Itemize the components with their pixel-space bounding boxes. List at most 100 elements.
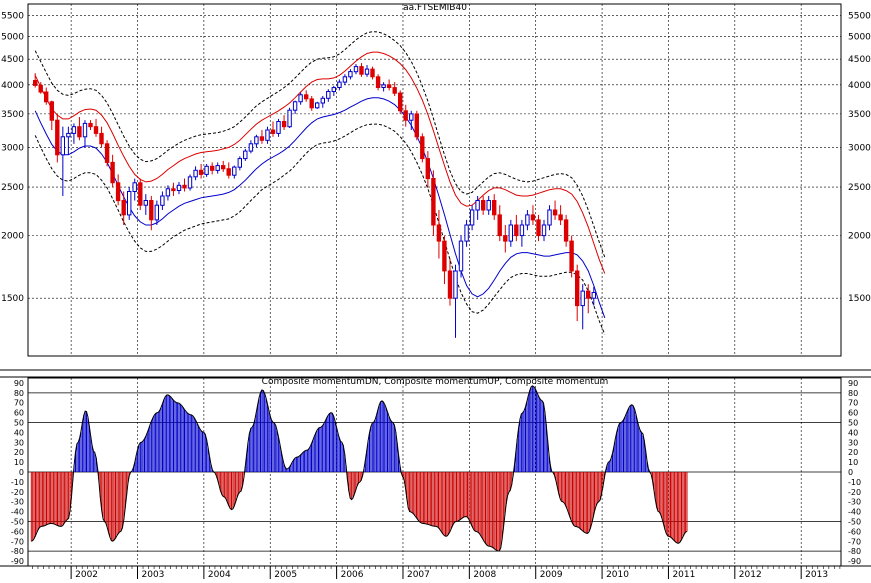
x-tick-label: 2012 <box>739 570 762 579</box>
candle-bearish <box>93 126 99 134</box>
momentum-tick-label-left: 70 <box>14 399 24 408</box>
x-tick-label: 2005 <box>274 570 297 579</box>
candle-bullish <box>348 71 353 78</box>
candle-bullish <box>519 224 525 237</box>
candle-bearish <box>398 92 403 112</box>
price-tick-label-left: 5000 <box>1 32 24 42</box>
candle-bearish <box>49 101 54 121</box>
price-tick-label-left: 2000 <box>1 232 24 242</box>
candle-bearish <box>182 184 187 189</box>
momentum-tick-label-left: -90 <box>11 557 24 566</box>
momentum-tick-label-right: -10 <box>848 478 861 487</box>
candle-bullish <box>215 165 220 171</box>
momentum-tick-label-right: -40 <box>848 508 861 517</box>
x-tick-label: 2013 <box>805 570 828 579</box>
price-tick-label-right: 4500 <box>848 55 871 65</box>
candle-bearish <box>514 224 519 237</box>
candle-bearish <box>38 84 43 93</box>
candle-bullish <box>298 94 303 103</box>
candle-bullish <box>82 122 88 138</box>
x-tick-label: 2002 <box>75 570 98 579</box>
momentum-tick-label-right: -20 <box>848 488 861 497</box>
candle-bearish <box>259 136 265 141</box>
momentum-tick-label-left: -10 <box>11 478 24 487</box>
candle-bullish <box>475 200 480 211</box>
price-tick-label-right: 1500 <box>848 294 871 304</box>
candle-bearish <box>359 66 364 75</box>
price-tick-label-left: 4500 <box>1 55 24 65</box>
x-tick-label: 2009 <box>540 570 563 579</box>
candle-bearish <box>447 270 453 299</box>
grid-layer <box>0 3 871 567</box>
candle-bearish <box>386 84 392 89</box>
candle-bearish <box>442 240 447 272</box>
candle-bearish <box>149 200 154 221</box>
candle-bearish <box>77 126 82 138</box>
momentum-tick-label-left: -80 <box>11 547 24 556</box>
axes-layer: 2002 2003 2004 2005 2006 2007 2008 2009 2010 2011… <box>1 12 871 580</box>
momentum-tick-label-left: 80 <box>14 389 24 398</box>
candle-bullish <box>541 224 547 237</box>
momentum-tick-label-right: 70 <box>848 399 858 408</box>
candle-bearish <box>88 122 93 128</box>
candle-bearish <box>425 158 431 180</box>
candle-bullish <box>237 158 243 168</box>
outer-lower-band-line <box>34 123 606 335</box>
candle-bearish <box>420 136 425 160</box>
candle-bearish <box>138 182 143 206</box>
candle-bullish <box>525 214 530 226</box>
candle-bullish <box>364 68 370 75</box>
candle-bullish <box>337 81 342 88</box>
candle-bullish <box>292 101 298 111</box>
candle-bullish <box>486 200 491 211</box>
momentum-tick-label-left: -70 <box>11 537 24 546</box>
candle-bearish <box>403 110 408 121</box>
candle-bullish <box>204 165 209 175</box>
momentum-tick-label-right: -30 <box>848 498 861 507</box>
momentum-tick-label-left: 0 <box>19 468 24 477</box>
price-tick-label-left: 2500 <box>1 183 24 193</box>
price-chart-title: aa.FTSEMIB40 <box>403 3 467 13</box>
x-tick-label: 2011 <box>672 570 695 579</box>
candle-bearish <box>536 219 541 237</box>
price-tick-label-right: 2000 <box>848 232 871 242</box>
candle-bearish <box>121 200 126 216</box>
x-tick-label: 2006 <box>341 570 364 579</box>
candle-bearish <box>198 169 204 175</box>
candle-bearish <box>481 200 486 211</box>
momentum-tick-label-right: -50 <box>848 517 861 526</box>
candle-bullish <box>66 132 71 138</box>
price-tick-label-right: 5500 <box>848 12 871 22</box>
candle-bearish <box>99 132 104 145</box>
candle-bullish <box>287 109 292 128</box>
price-tick-label-left: 4000 <box>1 81 24 91</box>
momentum-tick-label-right: 30 <box>848 438 858 447</box>
x-tick-label: 2010 <box>606 570 629 579</box>
candle-bearish <box>281 121 287 128</box>
candle-bearish <box>492 200 497 216</box>
candle-bullish <box>276 121 281 134</box>
momentum-tick-label-right: -90 <box>848 557 861 566</box>
candle-bearish <box>530 214 536 221</box>
candle-bullish <box>453 270 458 299</box>
candle-bullish <box>591 292 596 299</box>
momentum-tick-label-right: 50 <box>848 419 858 428</box>
candle-bearish <box>221 165 226 170</box>
momentum-tick-label-right: 40 <box>848 428 858 437</box>
x-tick-label: 2007 <box>407 570 430 579</box>
momentum-tick-label-right: 60 <box>848 409 858 418</box>
candle-bullish <box>320 97 326 104</box>
candle-bearish <box>503 235 508 242</box>
momentum-tick-label-left: -40 <box>11 508 24 517</box>
momentum-chart-title: Composite momentumDN, Composite momentum… <box>262 377 609 387</box>
candle-bullish <box>458 240 464 272</box>
candle-bearish <box>270 129 276 134</box>
momentum-tick-label-left: 30 <box>14 438 24 447</box>
momentum-tick-label-right: 80 <box>848 389 858 398</box>
momentum-tick-label-right: 10 <box>848 458 858 467</box>
candle-bullish <box>154 204 160 221</box>
price-tick-label-left: 5500 <box>1 12 24 22</box>
candle-bearish <box>375 76 381 89</box>
